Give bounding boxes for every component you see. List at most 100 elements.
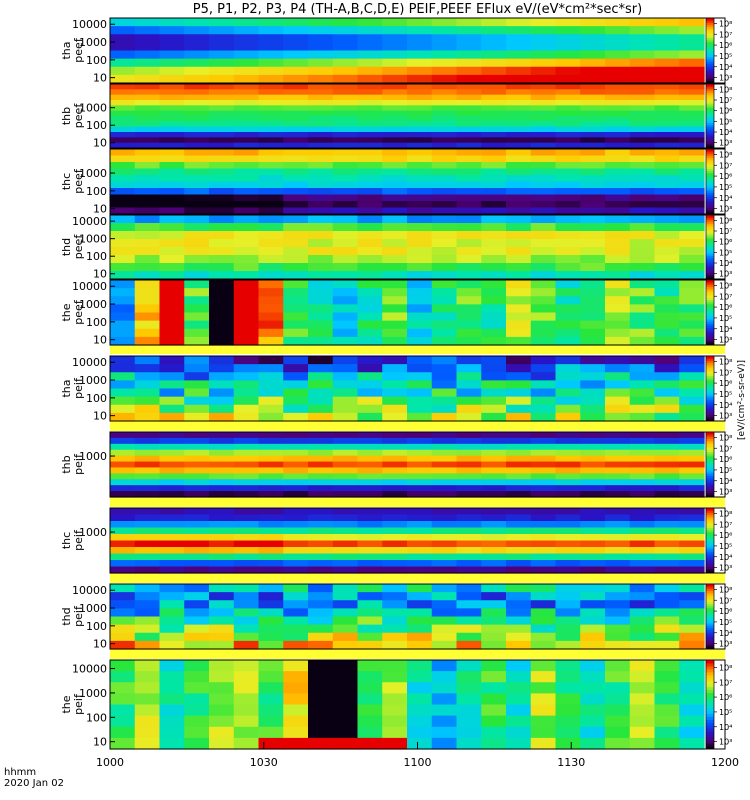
colorbar-segment <box>706 597 714 600</box>
heatmap-cell <box>679 50 705 60</box>
heatmap-cell <box>629 288 656 297</box>
heatmap-cell <box>580 608 606 618</box>
heatmap-cell <box>308 50 334 60</box>
heatmap-cell <box>407 18 433 27</box>
heatmap-cell <box>580 534 606 542</box>
heatmap-cell <box>555 584 581 593</box>
heatmap-cell <box>134 473 161 480</box>
heatmap-cell <box>258 312 284 322</box>
heatmap-cell <box>580 223 606 232</box>
heatmap-cell <box>134 121 161 128</box>
heatmap-cell <box>654 479 680 486</box>
heatmap-cell <box>506 437 532 445</box>
y-tick-label: 1000 <box>79 687 107 700</box>
colorbar-segment <box>706 386 714 389</box>
heatmap-cell <box>605 704 631 717</box>
heatmap-cell <box>184 239 210 248</box>
colorbar-segment <box>706 737 714 741</box>
heatmap-cell <box>233 105 260 112</box>
heatmap-cell <box>605 461 631 469</box>
heatmap-cell <box>184 473 210 480</box>
colorbar-segment <box>706 479 714 483</box>
heatmap-cell <box>481 726 507 739</box>
colorbar-segment <box>706 94 714 98</box>
colorbar-segment <box>706 334 714 337</box>
heatmap-cell <box>481 372 507 381</box>
heatmap-cell <box>283 534 309 542</box>
heatmap-cell <box>258 84 284 90</box>
heatmap-cell <box>530 84 557 90</box>
heatmap-cell <box>332 137 359 144</box>
heatmap-cell <box>382 632 408 642</box>
heatmap-cell <box>209 155 235 163</box>
heatmap-cell <box>580 132 606 138</box>
heatmap-cell <box>555 312 581 322</box>
colorbar-segment <box>706 395 714 398</box>
heatmap-cell <box>506 553 532 561</box>
heatmap-cell <box>308 449 334 457</box>
heatmap-cell <box>431 194 458 202</box>
heatmap-cell <box>679 521 705 529</box>
heatmap-cell <box>629 566 656 574</box>
heatmap-cell <box>506 137 532 144</box>
colorbar-tick-label: 10⁶ <box>719 107 732 116</box>
colorbar-frame <box>705 355 715 422</box>
heatmap-cell <box>110 132 136 138</box>
heatmap-cell <box>357 328 383 338</box>
heatmap-cell <box>134 320 161 330</box>
heatmap-cell <box>283 616 309 626</box>
heatmap-cell <box>283 18 309 27</box>
heatmap-cell <box>134 364 161 373</box>
heatmap-cell <box>209 175 235 183</box>
colorbar-segment <box>706 534 714 537</box>
heatmap-cell <box>481 467 507 474</box>
colorbar-segment <box>706 471 714 474</box>
heatmap-cell <box>258 491 284 498</box>
colorbar-tick-label: 10⁸ <box>719 216 732 225</box>
heatmap-cell <box>209 624 235 634</box>
heatmap-cell <box>110 485 136 492</box>
heatmap-cell <box>654 336 680 346</box>
heatmap-cell <box>605 42 631 52</box>
heatmap-cell <box>283 432 309 439</box>
heatmap-cell <box>506 547 532 555</box>
heatmap-cell <box>110 437 136 445</box>
heatmap-cell <box>209 312 235 322</box>
heatmap-cell <box>110 26 136 35</box>
x-tick-label: 1100 <box>404 756 432 769</box>
colorbar-segment <box>706 458 714 461</box>
heatmap-cell <box>110 84 136 90</box>
colorbar-segment <box>706 356 714 359</box>
heatmap-cell <box>382 137 408 144</box>
colorbar-segment <box>706 601 714 604</box>
y-tick-label: 100 <box>86 54 107 67</box>
heatmap-cell <box>629 479 656 486</box>
heatmap-cell <box>110 404 136 414</box>
heatmap-cell <box>605 94 631 101</box>
colorbar-tick-label: 10⁶ <box>719 303 732 312</box>
heatmap-cell <box>233 121 260 128</box>
heatmap-cell <box>110 412 136 422</box>
heatmap-cell <box>357 188 383 196</box>
heatmap-cell <box>382 600 408 609</box>
heatmap-cell <box>332 726 359 739</box>
heatmap-cell <box>580 521 606 529</box>
heatmap-cell <box>258 94 284 101</box>
heatmap-cell <box>580 473 606 480</box>
colorbar-segment <box>706 536 714 539</box>
heatmap-cell <box>481 149 507 157</box>
colorbar-frame <box>705 659 715 750</box>
heatmap-cell <box>258 473 284 480</box>
heatmap-cell <box>382 231 408 240</box>
heatmap-cell <box>431 485 458 492</box>
heatmap-cell <box>283 328 309 338</box>
heatmap-cell <box>481 443 507 451</box>
heatmap-cell <box>258 704 284 717</box>
heatmap-cell <box>134 155 161 163</box>
heatmap-cell <box>184 443 210 451</box>
heatmap-cell <box>134 168 161 176</box>
heatmap-cell <box>233 521 260 529</box>
heatmap-cell <box>308 89 334 96</box>
heatmap-cell <box>506 100 532 106</box>
heatmap-cell <box>233 58 260 68</box>
